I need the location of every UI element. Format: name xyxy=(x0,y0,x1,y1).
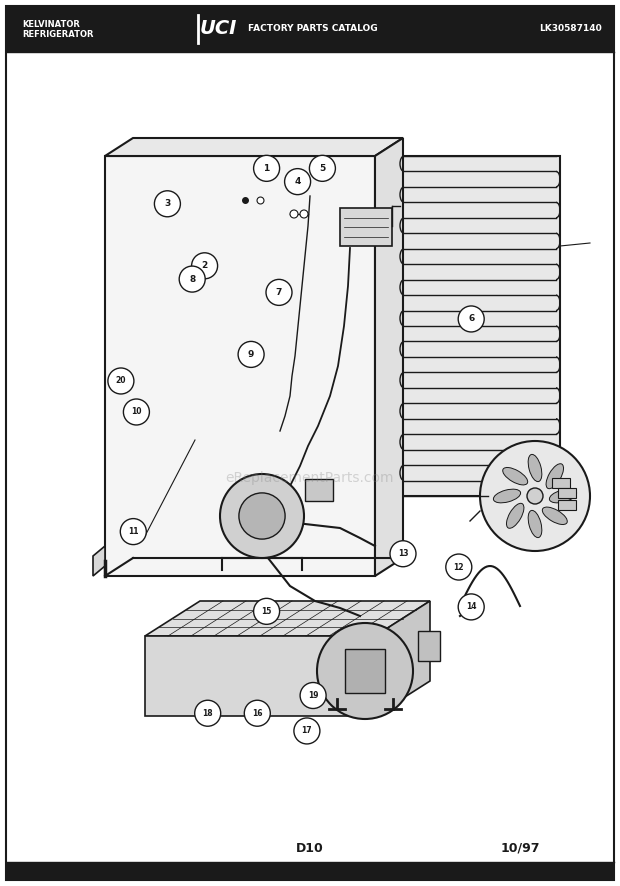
Circle shape xyxy=(480,441,590,551)
Polygon shape xyxy=(93,546,105,576)
Circle shape xyxy=(458,306,484,332)
Bar xyxy=(340,208,392,246)
Circle shape xyxy=(285,168,311,195)
Circle shape xyxy=(290,210,298,218)
Bar xyxy=(105,156,375,576)
Circle shape xyxy=(300,682,326,709)
Text: 5: 5 xyxy=(319,164,326,173)
Text: eReplacementParts.com: eReplacementParts.com xyxy=(226,471,394,486)
Circle shape xyxy=(108,368,134,394)
Bar xyxy=(400,156,560,496)
Ellipse shape xyxy=(507,503,524,528)
Circle shape xyxy=(300,210,308,218)
Circle shape xyxy=(120,518,146,545)
Text: 12: 12 xyxy=(454,563,464,571)
Circle shape xyxy=(238,341,264,368)
Polygon shape xyxy=(375,601,430,716)
Text: D10: D10 xyxy=(296,842,324,854)
Bar xyxy=(6,6,614,52)
Ellipse shape xyxy=(542,507,567,525)
Ellipse shape xyxy=(528,510,542,538)
Text: 8: 8 xyxy=(189,275,195,284)
Circle shape xyxy=(192,253,218,279)
Circle shape xyxy=(294,718,320,744)
Circle shape xyxy=(244,700,270,727)
Text: 20: 20 xyxy=(116,377,126,385)
Text: FACTORY PARTS CATALOG: FACTORY PARTS CATALOG xyxy=(248,24,378,33)
Text: REFRIGERATOR: REFRIGERATOR xyxy=(22,29,94,38)
Circle shape xyxy=(458,594,484,620)
Ellipse shape xyxy=(503,468,528,485)
Text: 6: 6 xyxy=(468,315,474,323)
Polygon shape xyxy=(145,601,430,636)
Circle shape xyxy=(254,155,280,182)
Circle shape xyxy=(309,155,335,182)
Circle shape xyxy=(195,700,221,727)
Text: 2: 2 xyxy=(202,261,208,270)
Circle shape xyxy=(317,623,413,719)
Text: 7: 7 xyxy=(276,288,282,297)
Circle shape xyxy=(266,279,292,306)
Text: 3: 3 xyxy=(164,199,171,208)
Circle shape xyxy=(179,266,205,292)
Text: 13: 13 xyxy=(398,549,408,558)
Text: 4: 4 xyxy=(294,177,301,186)
Circle shape xyxy=(254,598,280,625)
Circle shape xyxy=(154,190,180,217)
Text: 19: 19 xyxy=(308,691,318,700)
Circle shape xyxy=(390,540,416,567)
Circle shape xyxy=(446,554,472,580)
Text: 10: 10 xyxy=(131,408,141,416)
Bar xyxy=(552,478,570,488)
Polygon shape xyxy=(105,138,403,156)
Text: 10/97: 10/97 xyxy=(501,842,541,854)
Ellipse shape xyxy=(546,463,564,489)
Text: UCI: UCI xyxy=(200,19,237,37)
Bar xyxy=(6,862,614,880)
Text: LK30587140: LK30587140 xyxy=(539,24,602,33)
Text: 15: 15 xyxy=(262,607,272,616)
Text: 1: 1 xyxy=(264,164,270,173)
Text: 11: 11 xyxy=(128,527,138,536)
Polygon shape xyxy=(375,138,403,576)
Ellipse shape xyxy=(494,489,521,503)
Ellipse shape xyxy=(549,489,577,503)
Text: KELVINATOR: KELVINATOR xyxy=(22,19,80,28)
Text: 14: 14 xyxy=(466,602,476,611)
Circle shape xyxy=(239,493,285,539)
Circle shape xyxy=(220,474,304,558)
Text: 9: 9 xyxy=(248,350,254,359)
Circle shape xyxy=(527,488,543,504)
Circle shape xyxy=(123,399,149,425)
Bar xyxy=(305,479,333,501)
Polygon shape xyxy=(145,636,375,716)
Text: 16: 16 xyxy=(252,709,262,718)
Bar xyxy=(345,649,385,693)
Ellipse shape xyxy=(528,455,542,482)
Text: 17: 17 xyxy=(301,727,312,735)
Bar xyxy=(558,488,576,498)
Text: 18: 18 xyxy=(202,709,213,718)
Bar xyxy=(558,500,576,510)
Bar xyxy=(418,631,440,661)
